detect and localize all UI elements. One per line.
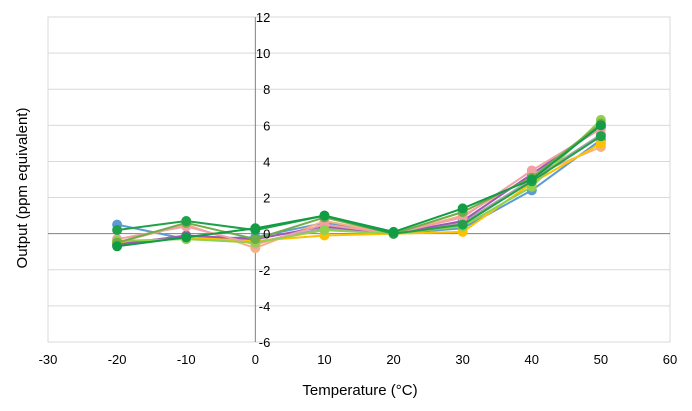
x-tick-label: 40: [525, 352, 539, 367]
series-10: [112, 120, 606, 252]
data-point: [181, 216, 192, 227]
y-tick-label: 8: [263, 82, 270, 97]
data-point: [250, 223, 261, 234]
series-9: [112, 131, 606, 239]
plot-area: [47, 16, 671, 343]
y-tick-label: 2: [263, 191, 270, 206]
x-tick-label: 10: [317, 352, 331, 367]
x-tick-label: 30: [455, 352, 469, 367]
x-tick-label: -20: [108, 352, 127, 367]
data-point: [457, 219, 468, 230]
data-point: [112, 225, 123, 236]
series-line: [116, 128, 602, 246]
y-tick-label: 4: [263, 154, 270, 169]
x-tick-label: -10: [177, 352, 196, 367]
x-axis-title: Temperature (°C): [302, 382, 417, 399]
data-point: [250, 234, 261, 245]
data-point: [595, 138, 606, 149]
y-tick-label: 0: [263, 227, 270, 242]
gridlines: [48, 16, 670, 343]
data-point: [526, 165, 537, 176]
data-point: [457, 203, 468, 214]
x-tick-label: 0: [252, 352, 259, 367]
series-line: [117, 119, 602, 244]
series-line: [117, 142, 602, 244]
y-axis-title: Output (ppm equivalent): [14, 108, 31, 269]
series-group: [112, 114, 606, 254]
data-point: [388, 226, 399, 237]
axes: [47, 16, 671, 343]
data-point: [112, 241, 123, 252]
data-point: [595, 131, 606, 142]
x-tick-label: 60: [663, 352, 677, 367]
y-tick-label: -2: [259, 263, 271, 278]
y-tick-label: 10: [256, 46, 270, 61]
x-tick-label: -30: [39, 352, 58, 367]
data-point: [526, 174, 537, 185]
data-point: [319, 225, 330, 236]
y-tick-label: 12: [256, 10, 270, 25]
y-tick-label: 6: [263, 118, 270, 133]
y-tick-label: -4: [259, 299, 271, 314]
x-tick-label: 20: [386, 352, 400, 367]
data-point: [319, 210, 330, 221]
data-point: [181, 232, 192, 243]
series-line: [116, 124, 602, 248]
data-point: [595, 120, 606, 131]
x-tick-label: 50: [594, 352, 608, 367]
y-tick-label: -6: [259, 335, 271, 350]
